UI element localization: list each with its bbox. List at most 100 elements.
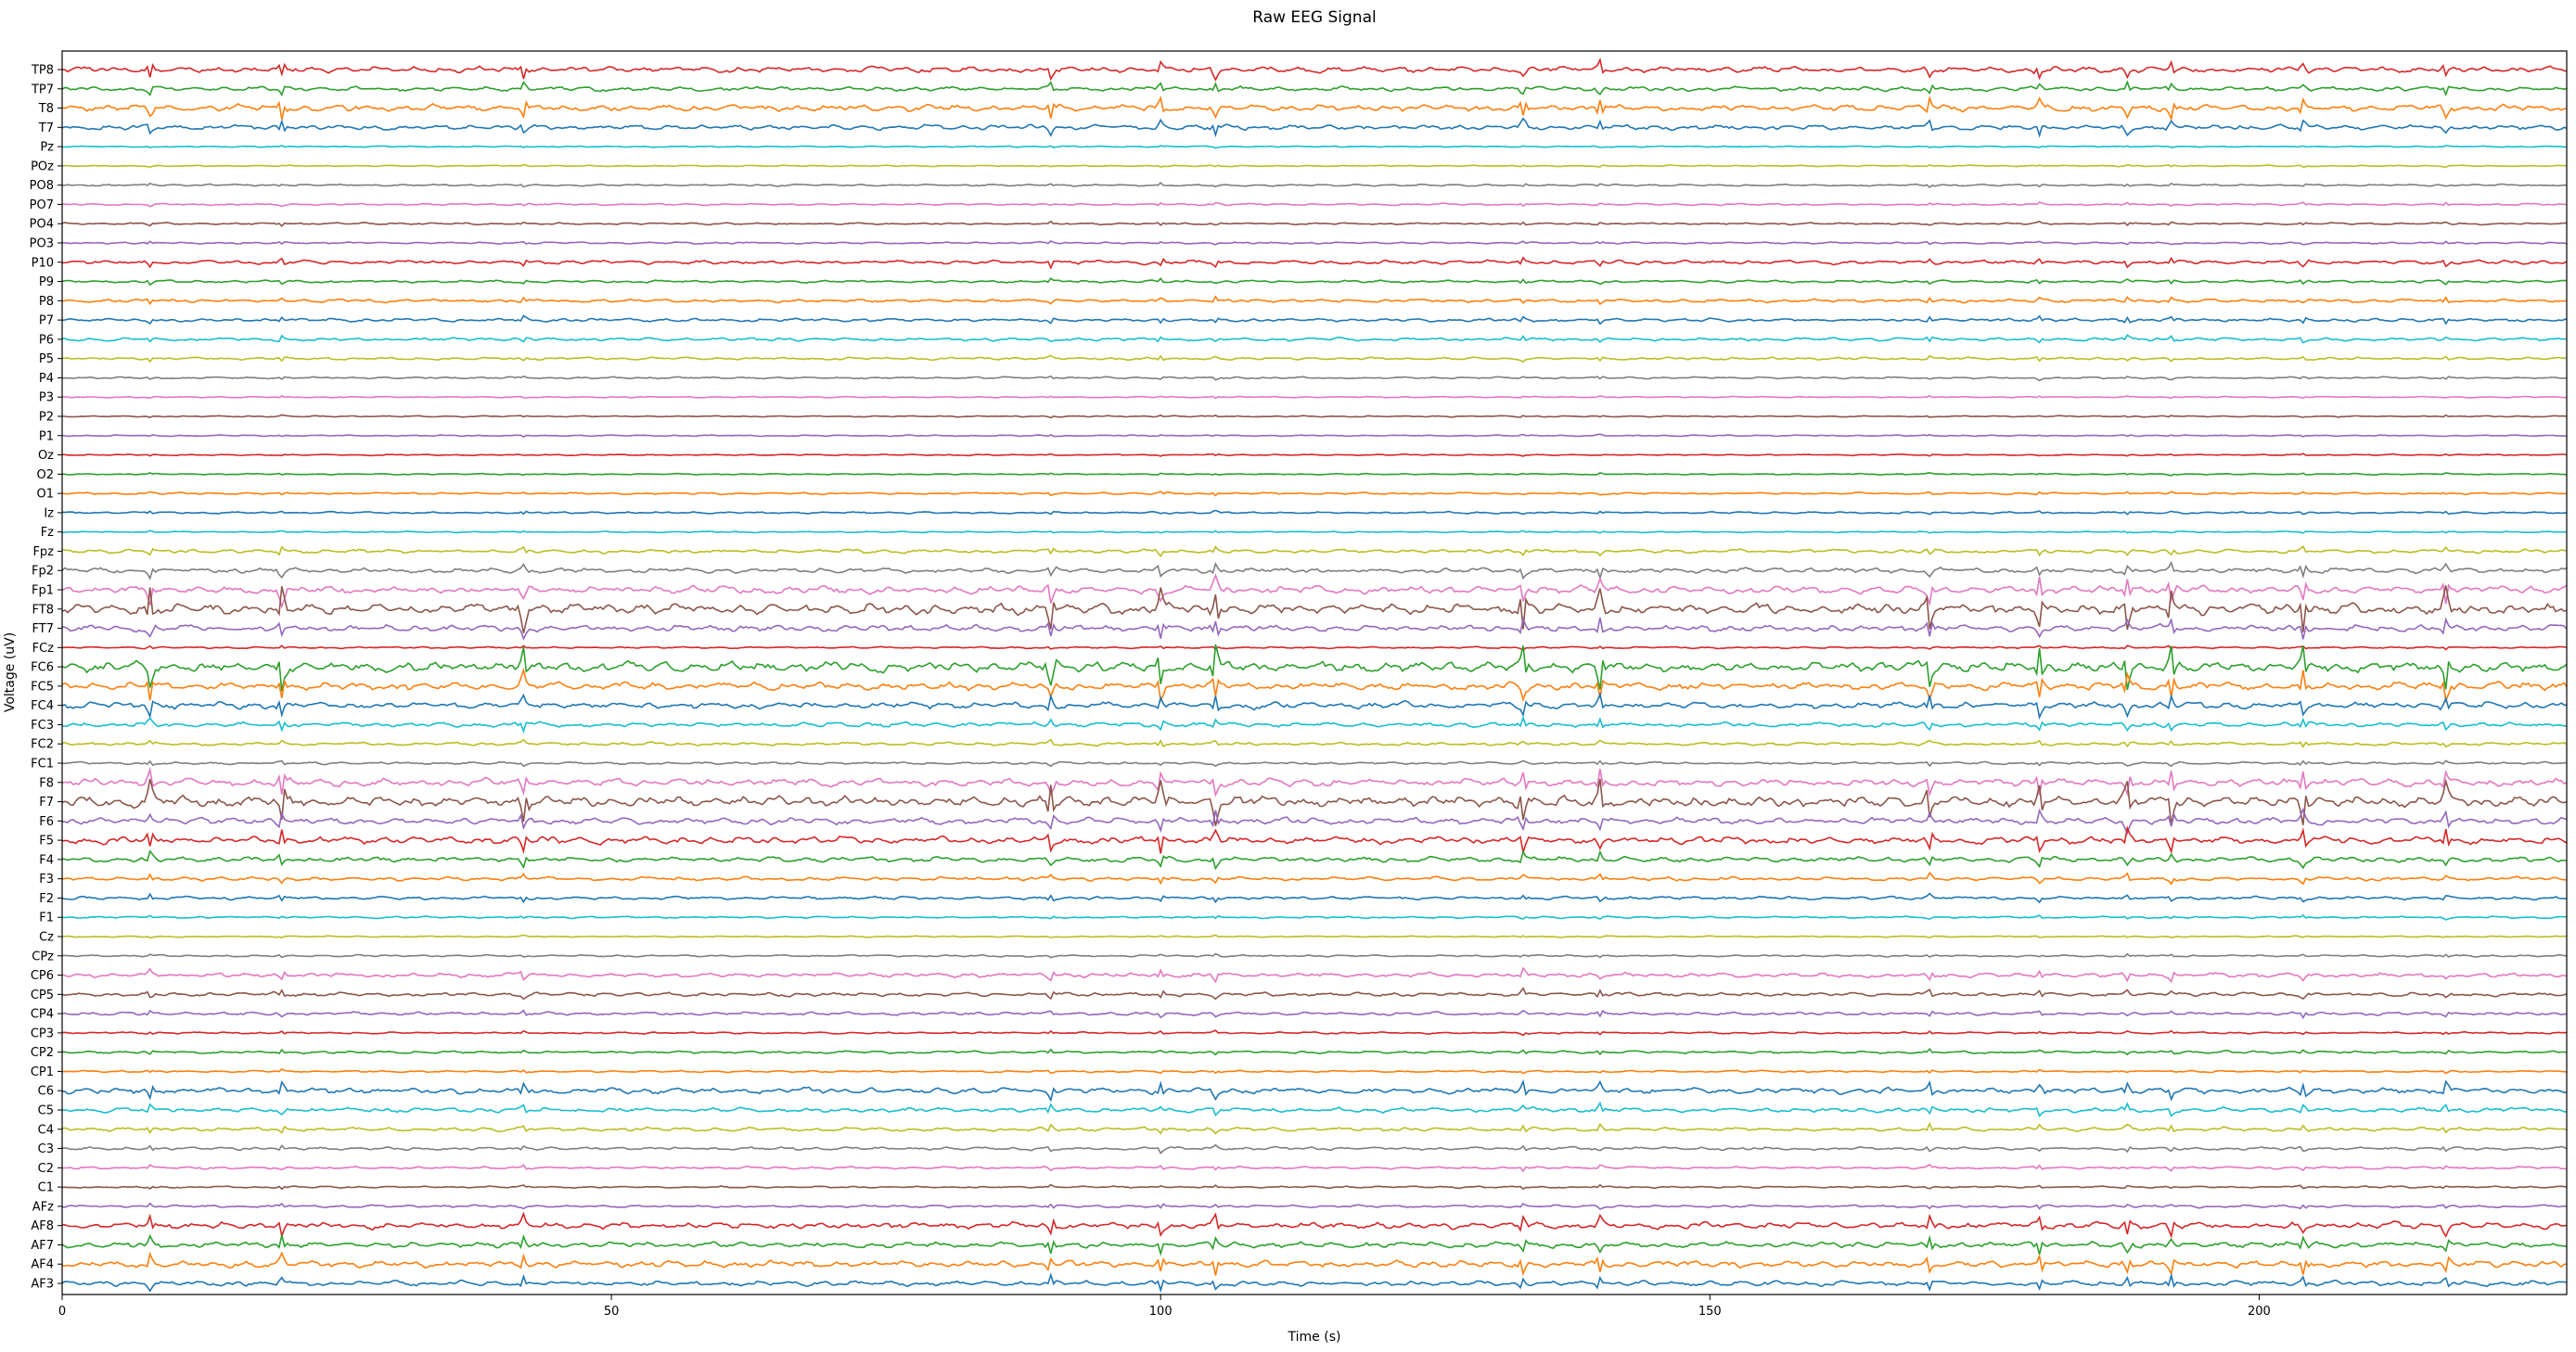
y-tick-label: FT8 bbox=[32, 603, 54, 617]
trace-po3 bbox=[61, 240, 2568, 246]
trace-ft7 bbox=[61, 616, 2568, 641]
trace-c1 bbox=[61, 1183, 2568, 1191]
y-tick-label: CP2 bbox=[31, 1046, 54, 1060]
trace-fc1 bbox=[61, 759, 2568, 768]
y-tick-label: O1 bbox=[36, 488, 54, 502]
y-tick-label: F8 bbox=[39, 776, 54, 790]
trace-fp1 bbox=[61, 573, 2568, 609]
y-tick-label: FC1 bbox=[31, 758, 54, 772]
y-tick-label: P10 bbox=[32, 256, 54, 270]
y-tick-label: C3 bbox=[38, 1142, 54, 1156]
y-tick-label: PO3 bbox=[30, 237, 54, 251]
y-tick-label: AFz bbox=[32, 1200, 54, 1214]
y-tick-label: F2 bbox=[39, 892, 54, 906]
trace-f5 bbox=[61, 825, 2568, 855]
y-tick-label: P3 bbox=[39, 391, 54, 405]
y-tick-label: PO8 bbox=[30, 179, 54, 193]
trace-cz bbox=[62, 934, 2567, 939]
y-tick-label: T7 bbox=[38, 121, 54, 135]
x-tick-label: 150 bbox=[1698, 1305, 1722, 1319]
trace-group bbox=[61, 57, 2568, 1294]
trace-af4 bbox=[61, 1251, 2568, 1277]
trace-tp8 bbox=[61, 57, 2568, 82]
trace-fc2 bbox=[61, 738, 2568, 748]
x-tick-label: 100 bbox=[1149, 1305, 1173, 1319]
y-tick-label: FT7 bbox=[32, 622, 54, 636]
x-tick-label: 0 bbox=[58, 1305, 66, 1319]
y-tick-label: P2 bbox=[39, 411, 54, 425]
y-tick-label: P6 bbox=[39, 333, 54, 347]
y-tick-label: P4 bbox=[39, 372, 54, 386]
y-tick-label: TP8 bbox=[31, 64, 54, 78]
y-tick-label: POz bbox=[31, 159, 54, 173]
y-tick-label: PO4 bbox=[30, 218, 54, 232]
trace-p3 bbox=[61, 394, 2568, 400]
y-tick-label: P7 bbox=[39, 314, 54, 328]
y-tick-label: Fpz bbox=[32, 545, 54, 559]
trace-t7 bbox=[61, 117, 2568, 138]
y-tick-label: AF7 bbox=[31, 1239, 54, 1253]
y-tick-label: AF8 bbox=[31, 1219, 54, 1233]
trace-fc3 bbox=[61, 715, 2568, 734]
trace-fc4 bbox=[61, 691, 2568, 721]
trace-p4 bbox=[61, 375, 2568, 382]
trace-c3 bbox=[61, 1143, 2568, 1154]
trace-po7 bbox=[61, 201, 2568, 208]
x-axis-ticks: 0 50 100 150 200 bbox=[58, 1295, 2271, 1319]
plot-frame bbox=[61, 50, 2568, 1295]
x-tick-label: 50 bbox=[604, 1305, 620, 1319]
trace-f3 bbox=[61, 871, 2568, 886]
trace-fcz bbox=[62, 644, 2568, 651]
trace-c6 bbox=[62, 1078, 2568, 1103]
y-tick-label: CP5 bbox=[31, 988, 54, 1002]
y-tick-label: T8 bbox=[38, 102, 54, 116]
trace-p7 bbox=[61, 314, 2568, 325]
y-tick-label: Fp1 bbox=[32, 584, 54, 598]
trace-tp7 bbox=[61, 80, 2568, 97]
y-tick-label: Oz bbox=[38, 449, 54, 463]
trace-p1 bbox=[61, 433, 2568, 439]
trace-fz bbox=[61, 529, 2568, 534]
trace-po8 bbox=[61, 182, 2567, 189]
y-tick-label: CPz bbox=[32, 950, 54, 963]
trace-cp1 bbox=[61, 1067, 2568, 1075]
trace-p10 bbox=[61, 256, 2568, 270]
trace-f4 bbox=[61, 849, 2568, 871]
y-tick-label: FC6 bbox=[31, 661, 54, 675]
trace-o2 bbox=[61, 472, 2568, 477]
y-tick-label: FC5 bbox=[31, 680, 54, 694]
y-axis-ticks: TP8 TP7 T8 T7 Pz POz PO8 PO7 PO4 PO3 P10 P9 P8 P7 P6 P5… bbox=[30, 64, 62, 1292]
trace-t8 bbox=[61, 95, 2568, 121]
y-tick-label: CP1 bbox=[31, 1065, 54, 1079]
trace-o1 bbox=[61, 491, 2568, 497]
trace-p2 bbox=[62, 414, 2568, 419]
trace-iz bbox=[61, 509, 2568, 516]
y-tick-label: F1 bbox=[39, 912, 54, 925]
y-tick-label: F3 bbox=[39, 873, 54, 886]
trace-po4 bbox=[61, 220, 2568, 227]
trace-f1 bbox=[61, 913, 2568, 921]
trace-p8 bbox=[61, 295, 2568, 306]
y-tick-label: P8 bbox=[39, 295, 54, 309]
y-tick-label: PO7 bbox=[30, 198, 54, 212]
y-tick-label: FC4 bbox=[31, 699, 54, 713]
y-tick-label: C2 bbox=[38, 1162, 54, 1176]
trace-af8 bbox=[61, 1211, 2568, 1239]
trace-f7 bbox=[61, 778, 2568, 826]
y-tick-label: F7 bbox=[39, 796, 54, 810]
y-tick-label: Fz bbox=[41, 526, 54, 540]
trace-fpz bbox=[62, 545, 2568, 558]
y-tick-label: TP7 bbox=[31, 83, 54, 96]
trace-cp5 bbox=[61, 987, 2568, 1001]
y-tick-label: F5 bbox=[39, 835, 54, 848]
y-tick-label: FCz bbox=[32, 642, 55, 656]
y-tick-label: CP4 bbox=[31, 1008, 54, 1022]
trace-c4 bbox=[61, 1121, 2568, 1135]
y-tick-label: F6 bbox=[39, 815, 54, 829]
trace-fc5 bbox=[61, 667, 2568, 704]
y-tick-label: P1 bbox=[39, 429, 54, 443]
y-tick-label: FC3 bbox=[31, 719, 54, 733]
y-tick-label: Pz bbox=[40, 141, 54, 155]
trace-oz bbox=[61, 453, 2568, 457]
